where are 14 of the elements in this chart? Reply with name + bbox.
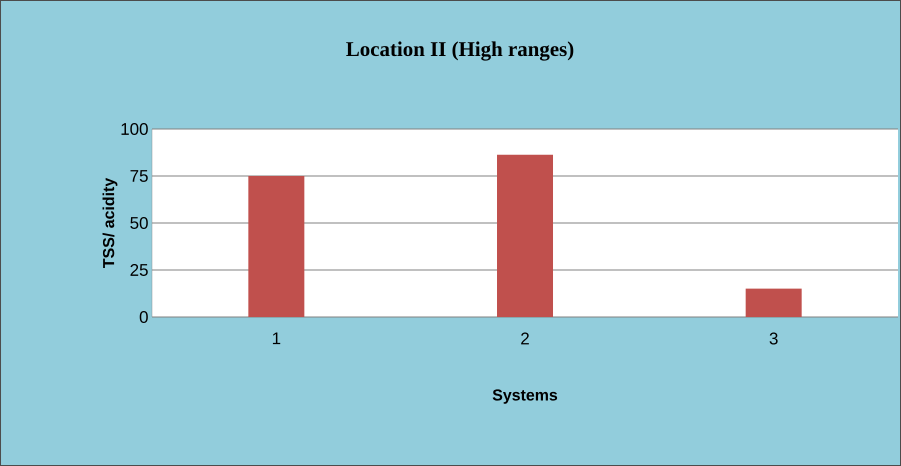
y-tick-label: 100 <box>122 122 148 135</box>
bar <box>248 176 304 317</box>
x-tick-label: 3 <box>770 332 778 345</box>
y-tick-label: 75 <box>130 170 148 182</box>
x-axis-title: Systems <box>492 389 558 404</box>
bar <box>497 154 554 317</box>
chart-title: Location II (High ranges) <box>346 41 574 61</box>
y-tick-label: 0 <box>140 310 148 323</box>
y-axis-title: TSS/ acidity <box>102 178 118 268</box>
y-tick-label: 50 <box>130 216 148 229</box>
y-tick-label: 25 <box>130 264 148 276</box>
x-tick-label: 1 <box>272 332 280 344</box>
bar <box>746 288 802 317</box>
x-tick-label: 2 <box>521 332 529 344</box>
